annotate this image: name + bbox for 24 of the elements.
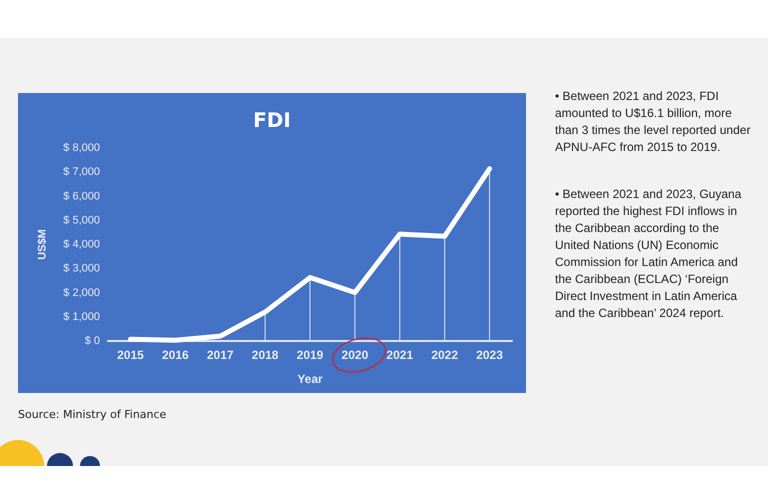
chart-title: FDI xyxy=(253,108,291,132)
x-tick-label: 2023 xyxy=(476,348,504,362)
y-tick-label: $ 2,000 xyxy=(63,286,100,299)
x-tick-label: 2015 xyxy=(117,348,144,362)
y-tick-label: $ 6,000 xyxy=(63,190,100,202)
y-tick-label: $ 1,000 xyxy=(63,310,100,323)
y-tick-label: $ 7,000 xyxy=(63,166,100,178)
x-tick-label: 2020 xyxy=(342,348,369,362)
text: • Between 2021 and 2023, Guyana reported the highest FDI inflows in the Caribbean according to the United Nations (UN) Economic Commission for Latin America and the Caribbean (ECLAC) ‘Foreign Direct Investment in Latin America and the Caribbean’ 2024 report. xyxy=(555,186,742,322)
y-tick-label: $ 8,000 xyxy=(63,142,100,154)
y-axis-title: US$M xyxy=(36,229,48,260)
text: • Between 2021 and 2023, FDI amounted to U$16.1 billion, more than 3 times the level reported under APNU-AFC from 2015 to 2019. xyxy=(555,88,752,156)
x-tick-label: 2018 xyxy=(252,348,279,362)
x-tick-label: 2021 xyxy=(386,348,414,362)
y-tick-label: $ 4,000 xyxy=(63,238,100,250)
x-tick-label: 2016 xyxy=(162,348,190,362)
x-tick-label: 2019 xyxy=(296,348,324,362)
x-tick-label: 2022 xyxy=(431,348,458,362)
y-tick-label: $ 5,000 xyxy=(63,214,100,226)
x-tick-label: 2017 xyxy=(206,348,234,362)
x-axis-title: Year xyxy=(297,372,324,386)
y-tick-label: $ 0 xyxy=(84,335,100,347)
y-tick-label: $ 3,000 xyxy=(63,262,100,275)
source-note: Source: Ministry of Finance xyxy=(18,408,166,421)
